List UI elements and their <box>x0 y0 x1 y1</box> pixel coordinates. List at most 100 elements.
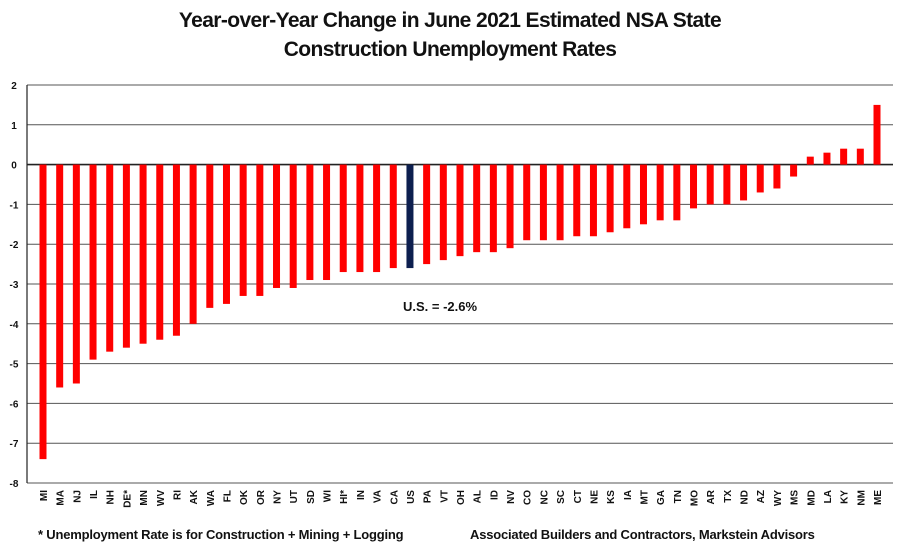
bar-oh <box>456 164 464 257</box>
bar-nd <box>740 164 748 201</box>
x-tick-label: ND <box>740 490 751 504</box>
x-tick-label: OK <box>239 489 250 505</box>
bar-us <box>406 164 414 269</box>
x-tick-label: WV <box>156 490 167 506</box>
bar-nv <box>506 164 514 249</box>
bar-ma <box>56 164 64 388</box>
bar-ar <box>706 164 714 205</box>
x-tick-label: AK <box>189 489 200 504</box>
bar-tx <box>723 164 731 205</box>
x-tick-label: AL <box>473 490 484 503</box>
bar-wa <box>206 164 214 308</box>
bar-ky <box>840 148 848 165</box>
x-tick-label: GA <box>656 490 667 505</box>
chart-title-line-1: Year-over-Year Change in June 2021 Estim… <box>178 9 722 32</box>
y-tick-label: -1 <box>10 200 19 211</box>
x-tick-label: SC <box>556 490 567 504</box>
bar-vt <box>439 164 447 261</box>
y-tick-label: 0 <box>11 161 17 172</box>
bar-me <box>873 104 881 165</box>
bar-sd <box>306 164 314 281</box>
bar-mi <box>39 164 47 460</box>
bar-pa <box>423 164 431 265</box>
x-tick-label: AZ <box>756 490 767 503</box>
bar-sc <box>556 164 564 241</box>
x-tick-label: LA <box>823 490 834 503</box>
bar-or <box>256 164 264 296</box>
x-tick-label: RI <box>172 490 183 500</box>
x-tick-label: WI <box>323 490 334 502</box>
bar-mt <box>639 164 647 225</box>
source: Associated Builders and Contractors, Mar… <box>470 527 815 542</box>
bar-ne <box>589 164 597 237</box>
x-tick-label: MT <box>639 490 650 504</box>
y-tick-label: -4 <box>10 320 19 331</box>
x-tick-label: AR <box>706 489 717 504</box>
x-tick-label: KS <box>606 490 617 504</box>
x-tick-label: OR <box>256 489 267 505</box>
x-tick-label: VT <box>439 490 450 503</box>
x-tick-label: NY <box>273 490 284 504</box>
bar-ks <box>606 164 614 233</box>
bar-nc <box>539 164 547 241</box>
bar-ga <box>656 164 664 221</box>
x-tick-label: NC <box>539 490 550 504</box>
bar-md <box>806 156 814 165</box>
x-tick-label: MI <box>39 490 50 501</box>
x-tick-label: NV <box>506 490 517 504</box>
y-tick-label: -2 <box>10 240 19 251</box>
x-tick-label: CA <box>389 490 400 504</box>
footnote: * Unemployment Rate is for Construction … <box>38 527 404 542</box>
bar-la <box>823 152 831 165</box>
bar-al <box>473 164 481 253</box>
x-tick-label: UT <box>289 490 300 503</box>
us-annotation: U.S. = -2.6% <box>403 299 477 314</box>
x-tick-label: WY <box>773 490 784 506</box>
x-tick-label: NJ <box>72 490 83 503</box>
y-tick-label: -5 <box>10 360 19 371</box>
x-tick-label: TX <box>723 490 734 503</box>
bar-co <box>523 164 531 241</box>
bar-hi <box>339 164 347 273</box>
bar-ca <box>389 164 397 269</box>
bar-ia <box>623 164 631 229</box>
x-tick-label: IA <box>623 490 634 500</box>
y-tick-label: -7 <box>10 439 19 450</box>
bar-mo <box>690 164 698 209</box>
bar-ri <box>172 164 180 336</box>
y-tick-label: 2 <box>11 81 17 92</box>
x-tick-label: NM <box>856 490 867 506</box>
chart-title-line-2: Construction Unemployment Rates <box>283 38 617 61</box>
x-tick-label: VA <box>373 490 384 503</box>
x-tick-label: ID <box>489 490 500 500</box>
bar-mn <box>139 164 147 344</box>
x-tick-label: PA <box>423 490 434 503</box>
x-tick-label: DE* <box>122 490 133 508</box>
bar-fl <box>222 164 230 304</box>
bar-nj <box>72 164 80 384</box>
bar-ny <box>273 164 281 288</box>
bar-id <box>489 164 497 253</box>
bar-ct <box>573 164 581 237</box>
bar-wi <box>323 164 331 281</box>
bar-ok <box>239 164 247 296</box>
x-tick-label: IN <box>356 490 367 500</box>
y-tick-label: -8 <box>10 479 19 490</box>
x-tick-label: NE <box>589 490 600 504</box>
bar-az <box>756 164 764 193</box>
x-tick-label: OH <box>456 490 467 505</box>
x-tick-label: IL <box>89 490 100 499</box>
bar-de <box>122 164 130 348</box>
y-tick-label: 1 <box>11 121 17 132</box>
bar-va <box>373 164 381 273</box>
bar-ak <box>189 164 197 324</box>
x-tick-label: US <box>406 490 417 504</box>
bar-wv <box>156 164 164 340</box>
x-tick-label: CT <box>573 490 584 503</box>
bar-in <box>356 164 364 273</box>
x-tick-label: MS <box>790 490 801 505</box>
bar-ut <box>289 164 297 288</box>
bar-il <box>89 164 97 360</box>
bar-ms <box>790 164 798 177</box>
